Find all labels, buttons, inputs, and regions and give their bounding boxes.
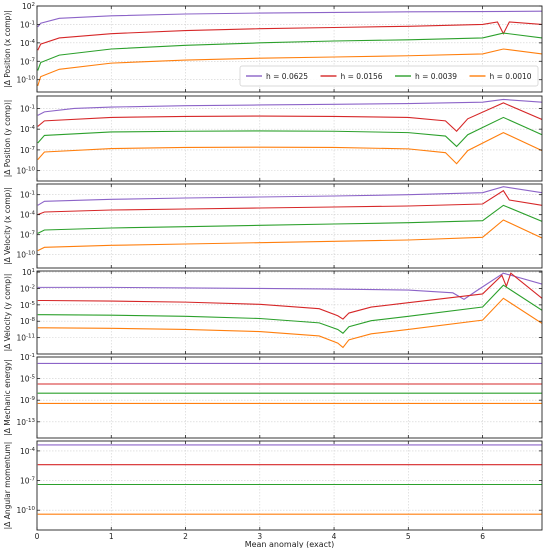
y-axis-label: |Δ Mechanic energy| — [3, 359, 12, 436]
series-line-1 — [37, 98, 542, 116]
y-tick-label: 10-4 — [20, 211, 36, 220]
y-axis-label: |Δ Velocity (x comp)| — [3, 187, 12, 265]
legend-label-3: h = 0.0039 — [415, 72, 457, 81]
x-axis-label: Mean anomaly (exact) — [245, 540, 335, 548]
x-tick-label: 1 — [109, 532, 114, 541]
panel-4: 101 10-2 10-5 10-8 10-11 |Δ Velocity (y comp)… — [3, 268, 543, 355]
y-tick-label: 10-1 — [20, 191, 35, 200]
series-line-4 — [37, 297, 542, 349]
series-line-1 — [37, 272, 542, 301]
y-tick-label: 10-1 — [20, 104, 35, 113]
y-tick-label: 10-11 — [16, 334, 35, 343]
series-line-4 — [37, 48, 542, 87]
series-line-4 — [37, 132, 542, 165]
axes-frame — [36, 270, 543, 355]
legend-box — [239, 65, 539, 87]
panel-3: 10-1 10-4 10-7 10-10 |Δ Velocity (x comp)| — [3, 183, 543, 269]
y-tick-label: 10-10 — [16, 167, 35, 176]
series-line-2 — [37, 102, 542, 133]
series-line-3 — [37, 284, 542, 334]
series-line-3 — [37, 116, 542, 148]
y-tick-label: 10-5 — [20, 375, 36, 384]
y-tick-label: 102 — [22, 2, 35, 11]
y-tick-label: 101 — [22, 268, 35, 277]
y-tick-label: 10-10 — [16, 76, 35, 85]
series-group — [37, 272, 542, 349]
series-line-2 — [37, 21, 542, 51]
axes-frame — [36, 440, 543, 531]
y-axis-label: |Δ Position (y comp)| — [3, 100, 12, 178]
series-group — [37, 444, 542, 515]
y-tick-label: 10-10 — [16, 506, 35, 515]
axes-frame — [36, 183, 543, 269]
y-axis-label: |Δ Velocity (y comp)| — [3, 274, 12, 352]
y-tick-label: 10-7 — [20, 146, 36, 155]
y-tick-label: 10-7 — [20, 57, 36, 66]
panel-6: 0 1 2 3 4 5 6 10-4 10-7 10-10 |Δ Angular momentum|… — [3, 440, 543, 548]
y-tick-label: 10-4 — [20, 447, 36, 456]
y-tick-label: 10-8 — [20, 317, 36, 326]
y-tick-label: 10-1 — [20, 353, 35, 362]
series-line-3 — [37, 32, 542, 71]
x-tick-label: 2 — [183, 532, 188, 541]
series-line-4 — [37, 219, 542, 252]
series-group — [37, 10, 542, 87]
y-tick-label: 10-4 — [20, 39, 36, 48]
y-tick-label: 10-9 — [20, 396, 36, 405]
y-tick-label: 10-13 — [16, 418, 35, 427]
legend-label-4: h = 0.0010 — [490, 72, 532, 81]
y-tick-label: 10-4 — [20, 125, 36, 134]
x-tick-label: 5 — [406, 532, 411, 541]
x-tick-label: 6 — [480, 532, 485, 541]
y-tick-label: 10-10 — [16, 251, 35, 260]
series-group — [37, 186, 542, 252]
axes-frame — [36, 5, 543, 93]
series-line-1 — [37, 186, 542, 206]
x-tick-label: 4 — [332, 532, 337, 541]
series-group — [37, 362, 542, 404]
legend-label-1: h = 0.0625 — [266, 72, 308, 81]
panel-5: 10-1 10-5 10-9 10-13 |Δ Mechanic energy| — [3, 353, 543, 439]
series-line-3 — [37, 204, 542, 234]
panel-2: 10-1 10-4 10-7 10-10 |Δ Position (y comp)| — [3, 95, 543, 182]
legend-label-2: h = 0.0156 — [341, 72, 383, 81]
y-tick-label: 10-1 — [20, 20, 35, 29]
x-tick-label: 0 — [35, 532, 40, 541]
series-line-2 — [37, 272, 542, 320]
y-tick-label: 10-7 — [20, 231, 36, 240]
series-line-2 — [37, 189, 542, 216]
panel-1: 102 10-1 10-4 10-7 10-10 |Δ Position (x comp)… — [3, 2, 543, 93]
y-tick-label: 10-5 — [20, 301, 36, 310]
legend: h = 0.0625 h = 0.0156 h = 0.0039 h = 0.0010 — [239, 65, 539, 87]
y-axis-label: |Δ Angular momentum| — [3, 442, 12, 530]
axes-frame — [36, 95, 543, 182]
y-tick-label: 10-7 — [20, 477, 36, 486]
axes-frame — [36, 356, 543, 439]
series-line-1 — [37, 10, 542, 28]
y-tick-label: 10-2 — [20, 284, 35, 293]
series-group — [37, 98, 542, 165]
y-axis-label: |Δ Position (x comp)| — [3, 10, 12, 88]
x-tick-label: 3 — [257, 532, 262, 541]
